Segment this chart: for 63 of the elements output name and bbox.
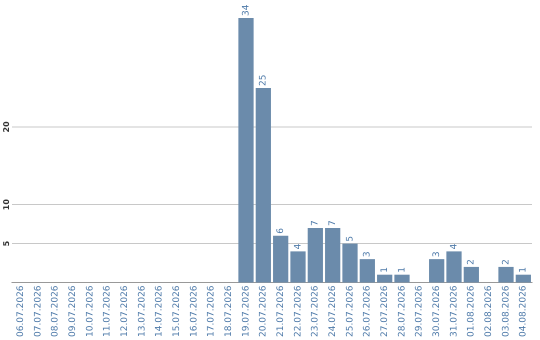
bar — [394, 274, 410, 282]
x-tick-label: 02.08.2026 — [484, 285, 494, 337]
x-tick-label: 27.07.2026 — [380, 285, 390, 337]
data-label: 6 — [276, 228, 286, 234]
bar — [256, 88, 271, 282]
x-tick-label: 16.07.2026 — [189, 285, 200, 337]
bar — [464, 266, 479, 282]
x-tick-label: 21.07.2026 — [276, 285, 286, 337]
x-tick-label: 04.08.2026 — [518, 285, 529, 337]
bar — [429, 259, 444, 282]
x-tick-label: 13.07.2026 — [137, 285, 148, 337]
x-tick-label: 23.07.2026 — [310, 285, 321, 337]
bar — [342, 244, 358, 282]
data-label: 4 — [293, 243, 304, 250]
y-tick-label: 10 — [2, 198, 12, 210]
x-tick-label: 20.07.2026 — [258, 285, 269, 337]
bar — [273, 236, 288, 282]
x-tick-label: 17.07.2026 — [206, 285, 217, 337]
x-tick-label: 25.07.2026 — [345, 285, 356, 337]
data-label: 4 — [449, 243, 460, 250]
bar — [325, 228, 340, 282]
x-tick-label: 09.07.2026 — [68, 285, 78, 337]
bar — [498, 266, 514, 282]
data-label: 1 — [380, 266, 390, 273]
bar — [377, 274, 392, 282]
bar — [516, 274, 531, 282]
x-tick-label: 26.07.2026 — [362, 285, 373, 337]
data-label: 2 — [466, 259, 477, 265]
bar — [360, 259, 375, 282]
x-tick-label: 03.08.2026 — [501, 285, 512, 337]
x-tick-label: 19.07.2026 — [241, 285, 252, 337]
data-label: 7 — [310, 220, 321, 226]
data-label: 5 — [345, 236, 356, 242]
x-tick-label: 06.07.2026 — [16, 285, 26, 337]
data-label: 3 — [432, 251, 442, 258]
bar — [446, 251, 462, 282]
data-label: 34 — [241, 4, 252, 16]
y-tick-label: 20 — [2, 120, 12, 132]
x-tick-label: 01.08.2026 — [466, 285, 477, 337]
data-label: 2 — [501, 259, 512, 265]
x-tick-label: 14.07.2026 — [154, 285, 165, 337]
x-tick-label: 22.07.2026 — [293, 285, 304, 337]
x-tick-label: 28.07.2026 — [397, 285, 408, 337]
x-tick-label: 15.07.2026 — [172, 285, 182, 337]
x-tick-label: 29.07.2026 — [414, 285, 425, 337]
x-tick-label: 08.07.2026 — [50, 285, 61, 337]
x-tick-label: 24.07.2026 — [328, 285, 338, 337]
data-label: 3 — [362, 251, 373, 258]
x-tick-label: 11.07.2026 — [102, 285, 113, 337]
bar — [308, 228, 323, 282]
bar — [238, 18, 254, 282]
bar — [290, 251, 306, 282]
x-tick-label: 07.07.2026 — [33, 285, 44, 337]
x-tick-label: 30.07.2026 — [432, 285, 442, 337]
data-label: 7 — [328, 220, 338, 226]
x-tick-label: 31.07.2026 — [449, 285, 460, 337]
x-tick-label: 18.07.2026 — [224, 285, 234, 337]
x-tick-label: 10.07.2026 — [85, 285, 96, 337]
data-label: 1 — [397, 266, 408, 273]
data-label: 25 — [258, 74, 269, 86]
y-tick-label: 5 — [2, 240, 12, 246]
x-tick-label: 12.07.2026 — [120, 285, 130, 337]
data-label: 1 — [518, 266, 529, 273]
